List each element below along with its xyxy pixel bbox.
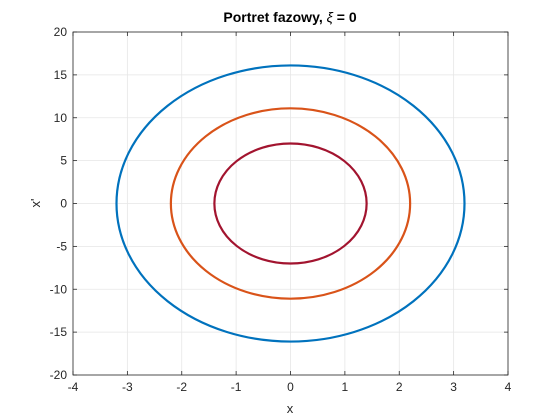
phase-trajectory-1 xyxy=(115,64,466,343)
phase-trajectory-2 xyxy=(169,107,412,300)
x-tick-label: 3 xyxy=(450,380,457,394)
y-tick-label: 15 xyxy=(54,68,68,82)
y-tick-label: 20 xyxy=(54,25,68,39)
x-tick-label: 4 xyxy=(505,380,512,394)
x-tick-label: 2 xyxy=(396,380,403,394)
y-tick-label: -5 xyxy=(56,239,67,253)
tick-marks xyxy=(72,31,509,376)
x-tick-label: -2 xyxy=(176,380,187,394)
y-tick-labels: -20 -15 -10 -5 0 5 10 15 20 xyxy=(50,25,68,382)
y-tick-label: 0 xyxy=(60,197,67,211)
x-tick-labels: -4 -3 -2 -1 0 1 2 3 4 xyxy=(68,380,512,394)
y-tick-label: -10 xyxy=(50,282,68,296)
y-tick-label: -20 xyxy=(50,368,68,382)
y-tick-label: 5 xyxy=(60,154,67,168)
y-axis-label: x' xyxy=(28,199,43,208)
chart-title-main: Portret fazowy, xyxy=(223,9,326,25)
y-tick-label: -15 xyxy=(50,325,68,339)
x-tick-label: -3 xyxy=(122,380,133,394)
x-tick-label: 0 xyxy=(287,380,294,394)
phase-trajectory-3 xyxy=(213,142,368,265)
chart-title: Portret fazowy, ξ = 0 xyxy=(223,9,356,25)
x-axis-label: x xyxy=(287,401,294,416)
x-tick-label: -4 xyxy=(68,380,79,394)
x-tick-label: -1 xyxy=(231,380,242,394)
series-group xyxy=(115,64,466,343)
chart-title-symbol: ξ xyxy=(327,9,334,25)
chart-title-rest: = 0 xyxy=(333,9,357,25)
x-tick-label: 1 xyxy=(342,380,349,394)
y-tick-label: 10 xyxy=(54,111,68,125)
